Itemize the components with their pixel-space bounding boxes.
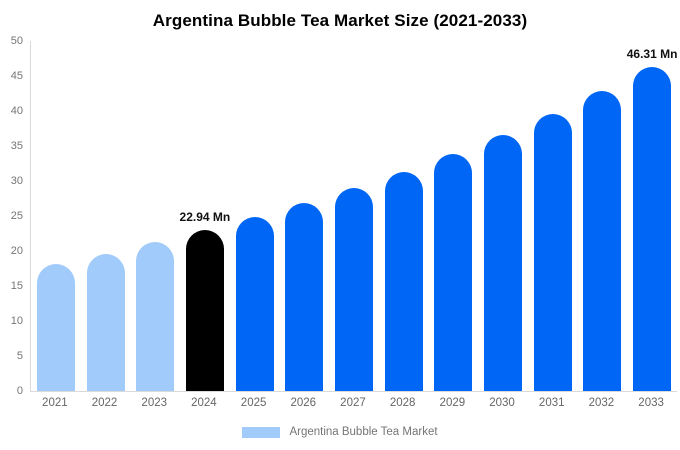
x-tick-label: 2026 [290, 397, 317, 409]
y-tick-label: 5 [16, 350, 23, 362]
bar-slot [478, 41, 528, 391]
bar-slot: 46.31 Mn [627, 41, 677, 391]
bar-slot: 22.94 Mn [180, 41, 230, 391]
bar-2025[interactable] [235, 217, 274, 391]
x-tick-label: 2023 [141, 397, 168, 409]
y-tick-label: 30 [10, 175, 23, 187]
bar-slot [230, 41, 280, 391]
bar-2031[interactable] [533, 113, 572, 391]
bar-slot [279, 41, 329, 391]
bar-slot [578, 41, 628, 391]
legend[interactable]: Argentina Bubble Tea Market [0, 426, 680, 438]
bar-2023[interactable] [136, 242, 175, 391]
x-tick-label: 2033 [638, 397, 664, 409]
chart-title: Argentina Bubble Tea Market Size (2021-2… [152, 11, 528, 30]
legend-label: Argentina Bubble Tea Market [289, 426, 438, 438]
x-tick-label: 2021 [42, 397, 68, 409]
bar-2029[interactable] [434, 153, 473, 391]
y-tick-label: 45 [10, 70, 23, 82]
x-tick-label: 2031 [538, 397, 565, 409]
y-tick-label: 15 [10, 280, 23, 292]
bar-slot [31, 41, 81, 391]
bar-2022[interactable] [86, 253, 125, 391]
y-tick-label: 50 [10, 35, 23, 47]
y-tick-label: 35 [10, 140, 23, 152]
bar-2027[interactable] [334, 188, 373, 391]
bar-2033[interactable] [633, 66, 672, 391]
bar-2032[interactable] [583, 91, 622, 391]
bar-2026[interactable] [285, 203, 324, 391]
bar-2030[interactable] [484, 134, 523, 391]
bar-slot [528, 41, 578, 391]
bar-2028[interactable] [384, 171, 423, 391]
bar-value-label-2033: 46.31 Mn [626, 46, 678, 61]
y-tick-label: 40 [10, 105, 23, 117]
bar-slot [379, 41, 429, 391]
y-tick-label: 0 [16, 385, 23, 397]
y-axis: 0 5 10 15 20 25 30 35 40 45 50 [0, 35, 26, 397]
x-tick-label: 2027 [340, 397, 366, 409]
x-tick-label: 2030 [489, 397, 515, 409]
x-tick-label: 2028 [389, 397, 416, 409]
x-tick-label: 2025 [240, 397, 267, 409]
bar-2021[interactable] [36, 263, 75, 391]
y-tick-label: 20 [10, 245, 23, 257]
plot-area: 22.94 Mn 46.31 Mn [30, 41, 677, 392]
y-tick-label: 25 [10, 210, 23, 222]
bar-slot [429, 41, 479, 391]
x-tick-label: 2022 [91, 397, 118, 409]
bars-row: 22.94 Mn 46.31 Mn [31, 41, 677, 391]
bar-value-label-2024: 22.94 Mn [179, 210, 231, 225]
bar-slot [81, 41, 131, 391]
y-tick-label: 10 [10, 315, 23, 327]
bar-2024[interactable] [185, 230, 224, 391]
x-axis: 2021 2022 2023 2024 2025 2026 2027 2028 2029 2030… [30, 397, 676, 409]
x-tick-label: 2032 [588, 397, 615, 409]
bar-slot [130, 41, 180, 391]
bar-slot [329, 41, 379, 391]
x-tick-label: 2024 [191, 397, 217, 409]
legend-swatch-icon [242, 426, 281, 438]
x-tick-label: 2029 [439, 397, 466, 409]
